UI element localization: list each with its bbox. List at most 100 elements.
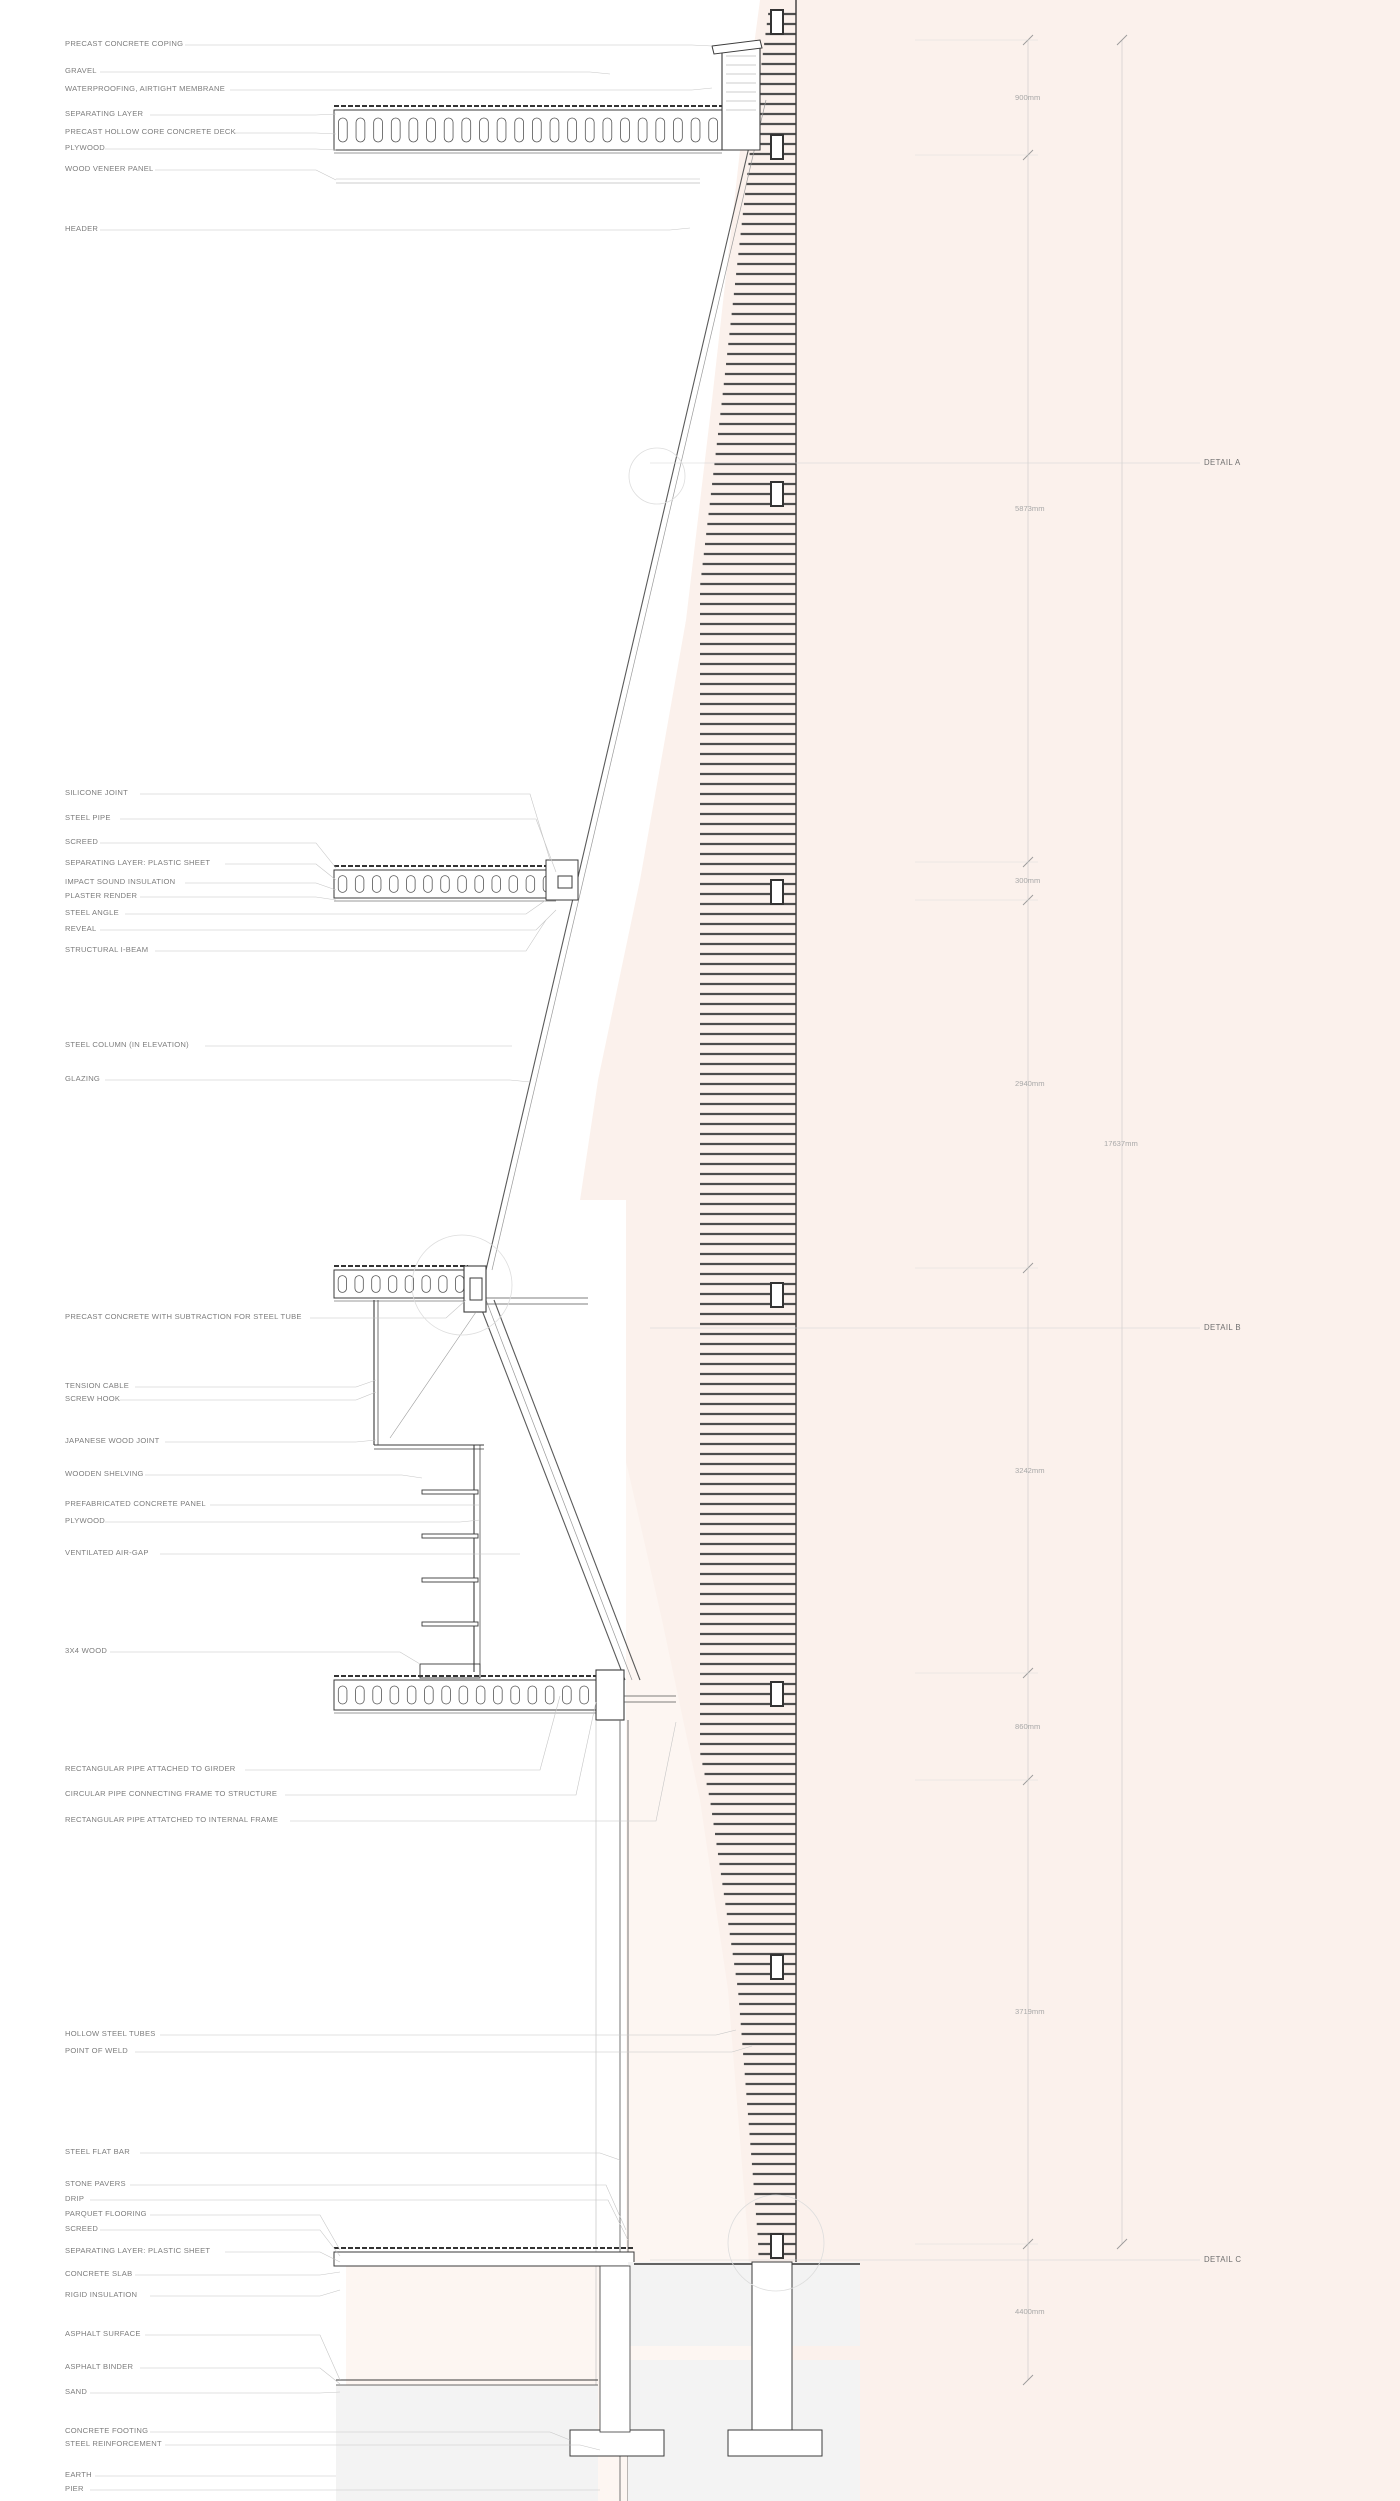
wooden-shelf (421, 1489, 479, 1495)
annotation-label: CIRCULAR PIPE CONNECTING FRAME TO STRUCT… (65, 1789, 278, 1798)
leader-line (160, 2029, 737, 2036)
hollow-core (458, 1685, 469, 1705)
hollow-core (690, 117, 701, 143)
hollow-steel-tube (770, 879, 784, 905)
detail-b-circle (411, 1234, 513, 1336)
annotation-label: PLYWOOD (65, 1516, 106, 1525)
annotation-label: RIGID INSULATION (65, 2290, 138, 2299)
precast-coping (711, 39, 763, 55)
hollow-core (655, 117, 666, 143)
glazing-line-lower-outer (493, 1299, 641, 1681)
annotation-label: GLAZING (65, 1074, 101, 1083)
leader-line (120, 818, 557, 873)
annotation-label: RECTANGULAR PIPE ATTATCHED TO INTERNAL F… (65, 1815, 279, 1824)
hollow-core (338, 117, 348, 143)
annotation-label: SILICONE JOINT (65, 788, 128, 797)
annotation-label: HOLLOW STEEL TUBES (65, 2029, 156, 2038)
annotation-label: PRECAST HOLLOW CORE CONCRETE DECK (65, 127, 236, 136)
leader-line (185, 882, 337, 891)
hollow-steel-tube (770, 1954, 784, 1980)
annotation-label: PIER (65, 2484, 84, 2493)
exterior-background-fill (796, 0, 1400, 2501)
tension-cable (389, 1311, 477, 1439)
leader-line (100, 842, 337, 869)
hollow-core (475, 1685, 486, 1705)
leader-line (105, 148, 337, 151)
annotation-label: WATERPROOFING, AIRTIGHT MEMBRANE (65, 84, 226, 93)
leader-line (125, 899, 547, 915)
facade-void-fill (580, 0, 796, 2501)
hollow-core (584, 117, 595, 143)
annotation-label: PREFABRICATED CONCRETE PANEL (65, 1499, 206, 1508)
annotation-label: REVEAL (65, 924, 97, 933)
leader-line (225, 863, 337, 881)
detail-c-circle (727, 2194, 825, 2292)
annotation-label: HEADER (65, 224, 99, 233)
roof-parapet (721, 43, 761, 151)
ground-floor-slab (333, 2251, 635, 2267)
lower-node (595, 1669, 625, 1721)
interior-zone-upper (336, 0, 760, 1200)
annotation-label: 3X4 WOOD (65, 1646, 108, 1655)
dimension-label: 4400mm (1015, 2307, 1045, 2316)
hollow-core (637, 117, 648, 143)
annotation-label: RECTANGULAR PIPE ATTACHED TO GIRDER (65, 1764, 236, 1773)
leader-line (150, 2214, 341, 2251)
hollow-core (408, 117, 419, 143)
leader-line (185, 44, 713, 47)
leader-line (130, 2184, 627, 2231)
leader-line (140, 2367, 341, 2385)
ground-hatch-zone (628, 2262, 860, 2346)
leader-line (135, 2271, 341, 2276)
hollow-core (423, 875, 433, 893)
annotation-label: WOOD VENEER PANEL (65, 164, 154, 173)
hollow-core (372, 875, 382, 893)
hollow-core (474, 875, 484, 893)
leader-line (120, 1391, 377, 1401)
hollow-core (443, 117, 454, 143)
hollow-core (389, 875, 399, 893)
dimension-label: 5873mm (1015, 503, 1045, 513)
leader-line (140, 2152, 621, 2161)
glazing-line-lower-inner (485, 1299, 633, 1681)
hollow-core (388, 1275, 398, 1293)
leader-line (230, 87, 713, 91)
hollow-core (426, 117, 436, 143)
hollow-core (371, 1275, 381, 1293)
annotation-label: STEEL PIPE (65, 813, 111, 822)
annotation-label: PARQUET FLOORING (65, 2209, 147, 2218)
hollow-steel-tube (770, 1681, 784, 1707)
annotation-label: STONE PAVERS (65, 2179, 126, 2188)
hollow-core (544, 1685, 555, 1705)
hollow-core (337, 1275, 347, 1293)
annotation-label: STEEL REINFORCEMENT (65, 2439, 162, 2448)
leader-line (135, 2045, 753, 2053)
hollow-core (532, 117, 542, 143)
hollow-core (602, 117, 613, 143)
hollow-steel-tube (770, 9, 784, 35)
annotation-label: PRECAST CONCRETE WITH SUBTRACTION FOR ST… (65, 1312, 302, 1321)
glazing-line-upper-inner (491, 99, 767, 1271)
annotation-label: EARTH (65, 2470, 92, 2479)
hollow-core (438, 1275, 448, 1293)
annotation-label: SEPARATING LAYER: PLASTIC SHEET (65, 2246, 211, 2255)
annotation-label: DRIP (65, 2194, 85, 2203)
wooden-shelf (421, 1577, 479, 1583)
hollow-core (527, 1685, 538, 1705)
hollow-core (457, 875, 467, 893)
leader-line (140, 896, 337, 901)
annotation-label: WOODEN SHELVING (65, 1469, 144, 1478)
detail-callout-b: DETAIL B (1204, 1323, 1241, 1332)
leader-line (100, 227, 691, 231)
wooden-shelf (421, 1621, 479, 1627)
annotation-label: PLYWOOD (65, 143, 106, 152)
glazing-line-lower (477, 1299, 626, 1681)
annotation-label: STEEL COLUMN (IN ELEVATION) (65, 1040, 189, 1049)
leader-line (290, 1721, 677, 1822)
leader-line (225, 2251, 341, 2263)
dimension-label: 300mm (1015, 876, 1041, 885)
annotation-label: PLASTER RENDER (65, 891, 138, 900)
leader-line (150, 113, 337, 116)
leader-line (150, 2289, 341, 2297)
annotation-label: STEEL ANGLE (65, 908, 119, 917)
